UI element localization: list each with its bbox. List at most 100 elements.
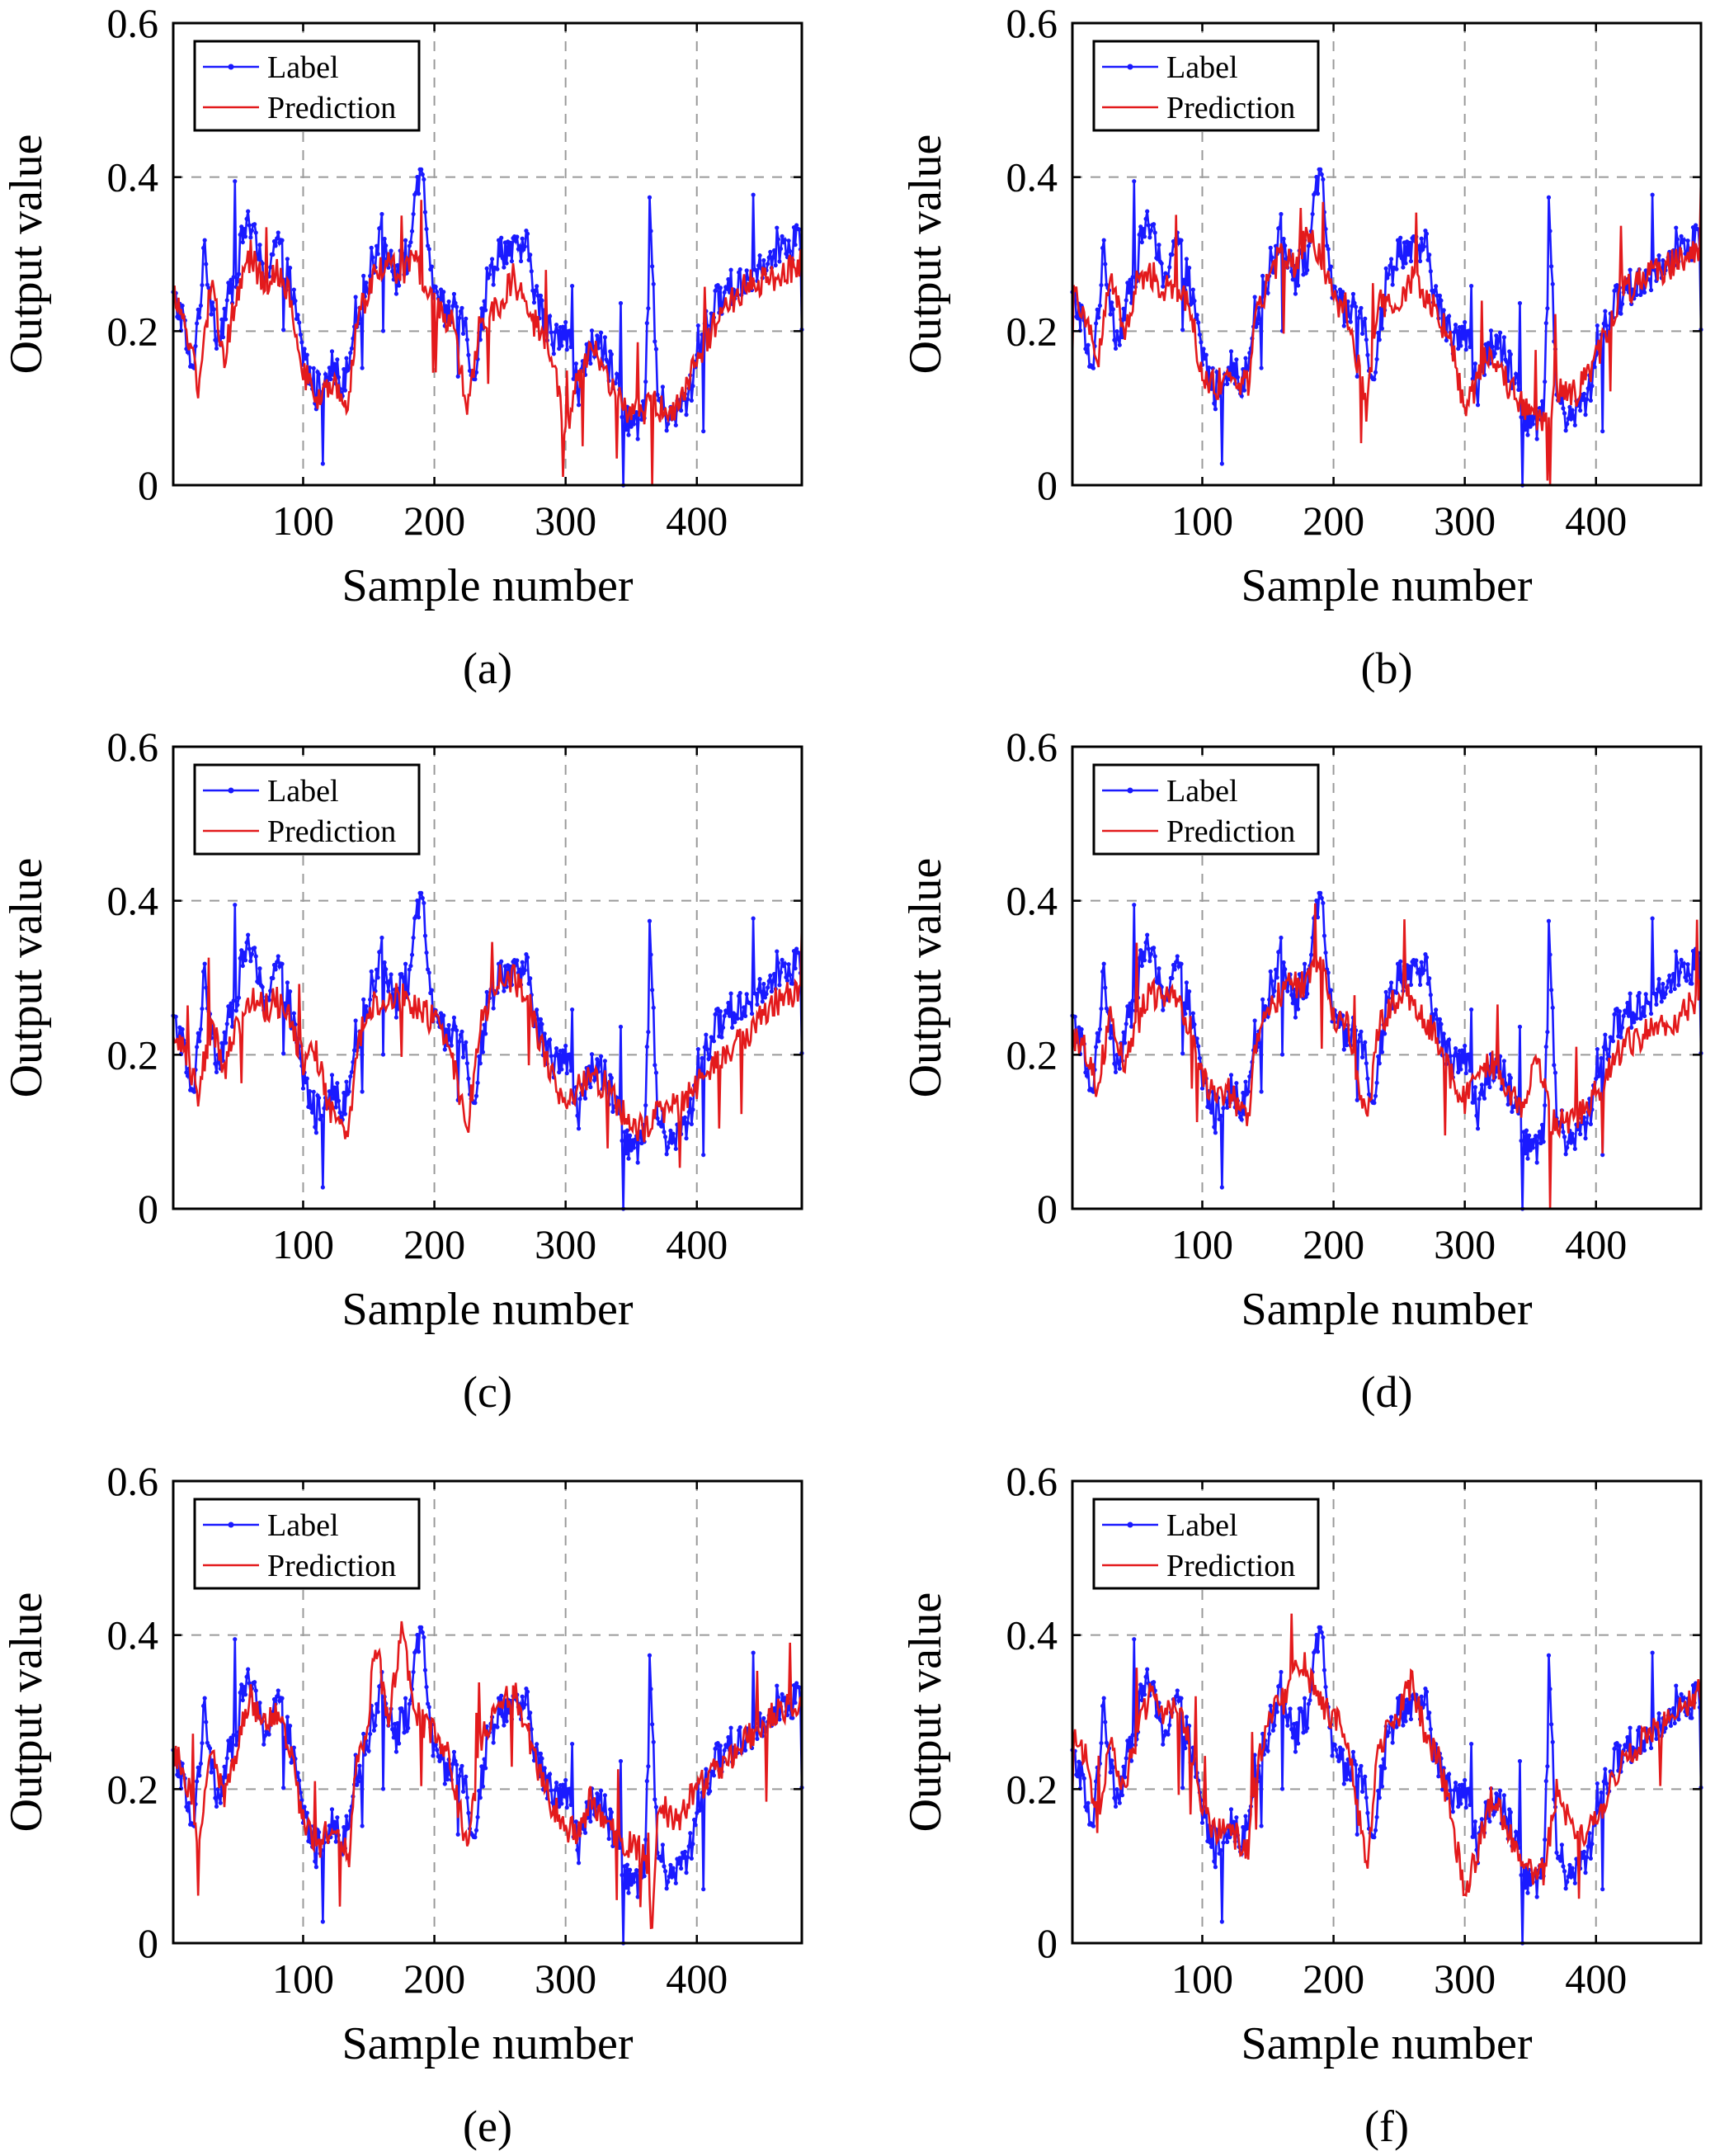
label-point: [1326, 247, 1331, 252]
label-point: [238, 955, 243, 961]
label-point: [233, 179, 238, 184]
label-point: [1148, 951, 1154, 956]
label-point: [1552, 1070, 1558, 1075]
label-point: [1305, 1725, 1310, 1731]
label-point: [1289, 269, 1294, 274]
label-point: [1675, 237, 1680, 242]
label-point: [1548, 1687, 1552, 1691]
legend-box: [1092, 763, 1320, 856]
label-point: [370, 1713, 375, 1718]
x-tick-label: 400: [666, 1221, 728, 1267]
label-point: [1519, 414, 1524, 420]
legend-label-text: Label: [1166, 50, 1238, 85]
label-point: [1114, 1786, 1119, 1792]
label-point: [403, 238, 408, 243]
label-point: [668, 1862, 673, 1867]
label-point: [214, 1069, 219, 1075]
label-point: [218, 1800, 223, 1805]
label-point: [1084, 350, 1090, 355]
label-point: [408, 964, 413, 969]
x-tick-label: 100: [1171, 1221, 1233, 1267]
label-point: [446, 299, 451, 304]
label-point: [1352, 300, 1357, 305]
label-point: [227, 1748, 233, 1753]
label-point: [369, 245, 374, 250]
label-point: [557, 1069, 562, 1075]
label-point: [1417, 982, 1423, 988]
label-point: [342, 388, 347, 393]
label-point: [268, 988, 273, 993]
label-point: [1450, 1809, 1455, 1814]
label-point: [393, 1015, 399, 1020]
label-point: [475, 1080, 480, 1085]
label-point: [426, 970, 431, 975]
label-point: [248, 959, 253, 964]
label-point: [1383, 989, 1388, 994]
label-point: [1356, 1039, 1361, 1045]
axes-frame: [1071, 21, 1703, 487]
label-point: [673, 1146, 678, 1151]
legend-label-text: Label: [1166, 1508, 1238, 1543]
label-point: [1141, 1684, 1146, 1690]
label-point: [482, 1757, 487, 1762]
label-point: [742, 1748, 748, 1753]
label-point: [1517, 1024, 1523, 1030]
label-point: [1385, 1734, 1390, 1738]
label-point: [504, 1719, 509, 1724]
label-point: [749, 1011, 755, 1017]
label-point: [1223, 1833, 1228, 1838]
label-point: [1472, 1100, 1477, 1105]
label-point: [1508, 1809, 1513, 1814]
label-point: [211, 307, 216, 312]
label-point: [1096, 315, 1101, 320]
label-point: [643, 380, 648, 384]
label-point: [766, 255, 771, 260]
label-point: [355, 1782, 360, 1787]
label-point: [387, 979, 393, 984]
label-point: [1417, 258, 1423, 264]
label-point: [451, 1015, 457, 1020]
label-point: [602, 1793, 607, 1798]
label-point: [379, 211, 384, 217]
legend-label-marker: [1127, 787, 1133, 794]
label-point: [518, 258, 524, 264]
label-point: [690, 384, 695, 389]
label-point: [229, 277, 233, 282]
label-point: [193, 343, 198, 349]
label-point: [720, 1025, 726, 1031]
label-point: [1475, 1126, 1481, 1131]
label-point: [1221, 1106, 1226, 1111]
label-point: [311, 366, 316, 370]
label-point: [526, 1715, 531, 1720]
label-point: [535, 1007, 539, 1012]
label-point: [1260, 997, 1265, 1002]
label-point: [1603, 1032, 1608, 1037]
label-point: [775, 237, 780, 242]
label-point: [1288, 1706, 1293, 1711]
label-point: [229, 1024, 235, 1029]
label-point: [257, 966, 262, 971]
label-point: [1130, 1733, 1135, 1738]
label-point: [1072, 1014, 1077, 1019]
label-point: [1086, 1800, 1091, 1805]
label-point: [1270, 255, 1274, 260]
label-point: [1172, 967, 1177, 972]
label-point: [542, 1031, 547, 1036]
label-point: [782, 961, 787, 966]
label-point: [1359, 1029, 1364, 1034]
label-point: [1199, 1820, 1205, 1825]
label-series-markers: [171, 1625, 804, 1946]
prediction-series-line: [1071, 1613, 1703, 1899]
label-point: [1377, 1061, 1382, 1066]
label-point: [291, 287, 296, 292]
label-point: [287, 266, 293, 271]
label-point: [300, 1086, 306, 1091]
label-point: [539, 1021, 544, 1026]
label-point: [409, 952, 415, 957]
label-point: [224, 1021, 229, 1026]
label-point: [390, 269, 395, 274]
label-point: [1339, 1756, 1344, 1761]
label-point: [782, 238, 787, 243]
label-point: [1180, 1786, 1185, 1790]
